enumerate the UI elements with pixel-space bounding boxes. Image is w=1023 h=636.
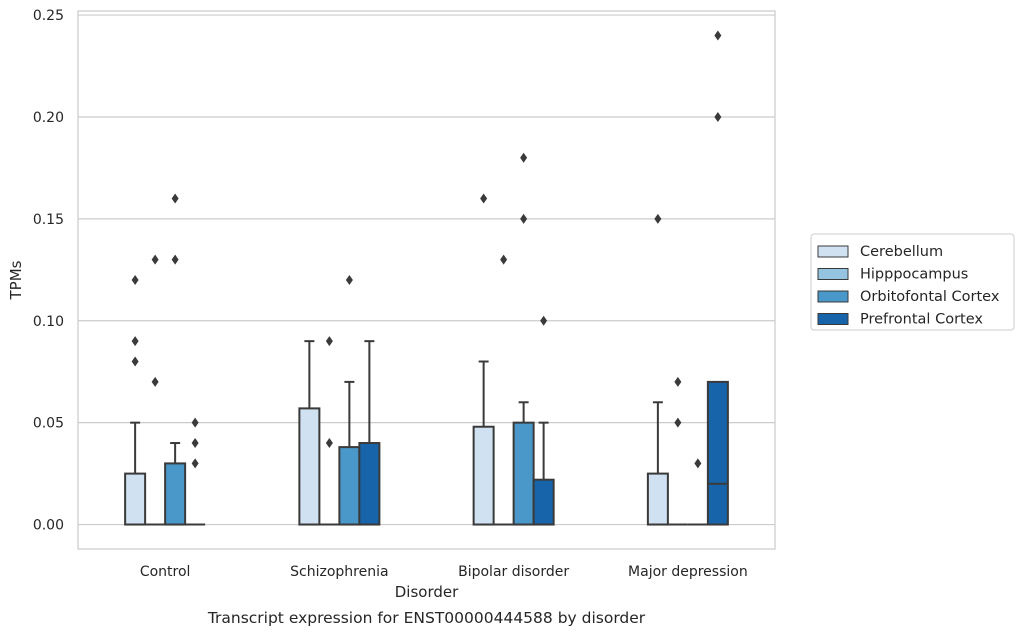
series-cerebellum: [124, 193, 669, 526]
outlier-point: [654, 213, 662, 224]
x-tick-label: Major depression: [628, 564, 748, 580]
box-series: [124, 30, 729, 526]
box-body: [338, 446, 361, 526]
outlier-point: [520, 213, 528, 224]
outlier-point: [520, 152, 528, 163]
outlier-point: [171, 254, 179, 265]
legend: Cerebellum Hipppocampus Orbitofontal Corte…: [810, 233, 1015, 331]
grid-lines: [78, 14, 775, 526]
series-orbitofontal-cortex: [164, 152, 708, 526]
box-1: [358, 340, 381, 526]
outlier-point: [325, 336, 333, 347]
box-body: [646, 472, 669, 526]
outlier-point: [714, 111, 722, 122]
legend-label: Cerebellum: [860, 244, 943, 260]
y-tick-label: 0.25: [33, 8, 64, 24]
box-3: [646, 213, 669, 526]
outlier-point: [131, 336, 139, 347]
y-tick-label: 0.10: [33, 314, 64, 330]
box-2: [472, 193, 495, 526]
outlier-point: [151, 376, 159, 387]
outlier-point: [674, 376, 682, 387]
y-tick-label: 0.00: [33, 518, 64, 534]
x-tick-label: Schizophrenia: [290, 564, 388, 580]
x-tick-label: Control: [140, 564, 191, 580]
box-2: [493, 254, 514, 526]
box-body: [532, 478, 555, 526]
plot-frame: [77, 10, 776, 550]
legend-frame: [810, 233, 1015, 331]
outlier-point: [191, 458, 199, 469]
box-1: [338, 275, 361, 526]
legend-swatch: [817, 245, 849, 258]
series-hipppocampus: [145, 254, 688, 526]
legend-label: Hipppocampus: [860, 267, 968, 283]
outlier-point: [151, 254, 159, 265]
outlier-point: [325, 438, 333, 449]
box-3: [706, 30, 729, 526]
box-3: [667, 376, 688, 526]
outlier-point: [674, 417, 682, 428]
x-tick-label: Bipolar disorder: [458, 564, 569, 580]
legend-label: Prefrontal Cortex: [860, 312, 983, 328]
box-body: [164, 462, 187, 526]
box-body: [358, 442, 381, 526]
series-prefrontal-cortex: [185, 30, 729, 526]
x-axis-label: Disorder: [395, 583, 459, 601]
y-axis-ticks: 0.00 0.05 0.10 0.15 0.20 0.25: [33, 8, 64, 533]
outlier-point: [540, 315, 548, 326]
y-tick-label: 0.15: [33, 212, 64, 228]
chart-title: Transcript expression for ENST0000044458…: [207, 609, 646, 627]
outlier-point: [131, 356, 139, 367]
outlier-point: [714, 30, 722, 41]
y-axis-label: TPMs: [7, 260, 25, 300]
box-body: [706, 380, 729, 526]
box-0: [124, 275, 147, 526]
legend-swatch: [817, 268, 849, 280]
box-body: [512, 421, 535, 526]
box-3: [687, 458, 708, 526]
legend-label: Orbitofontal Cortex: [860, 289, 1000, 305]
legend-swatch: [817, 313, 849, 325]
x-axis-ticks: Control Schizophrenia Bipolar disorder Majo…: [140, 564, 748, 580]
box-1: [319, 336, 340, 526]
box-0: [164, 193, 187, 526]
box-body: [298, 407, 321, 526]
outlier-point: [191, 417, 199, 428]
box-2: [532, 315, 555, 526]
outlier-point: [345, 275, 353, 285]
box-0: [185, 417, 206, 526]
box-body: [124, 472, 147, 526]
y-tick-label: 0.20: [33, 110, 64, 126]
outlier-point: [480, 193, 488, 204]
outlier-point: [191, 438, 199, 449]
outlier-point: [131, 275, 139, 285]
outlier-point: [500, 254, 508, 265]
outlier-point: [171, 193, 179, 204]
box-1: [298, 340, 321, 526]
outlier-point: [694, 458, 702, 469]
box-body: [472, 425, 495, 526]
box-2: [512, 152, 535, 526]
legend-swatch: [817, 290, 849, 303]
y-tick-label: 0.05: [33, 416, 64, 432]
box-0: [145, 254, 166, 526]
